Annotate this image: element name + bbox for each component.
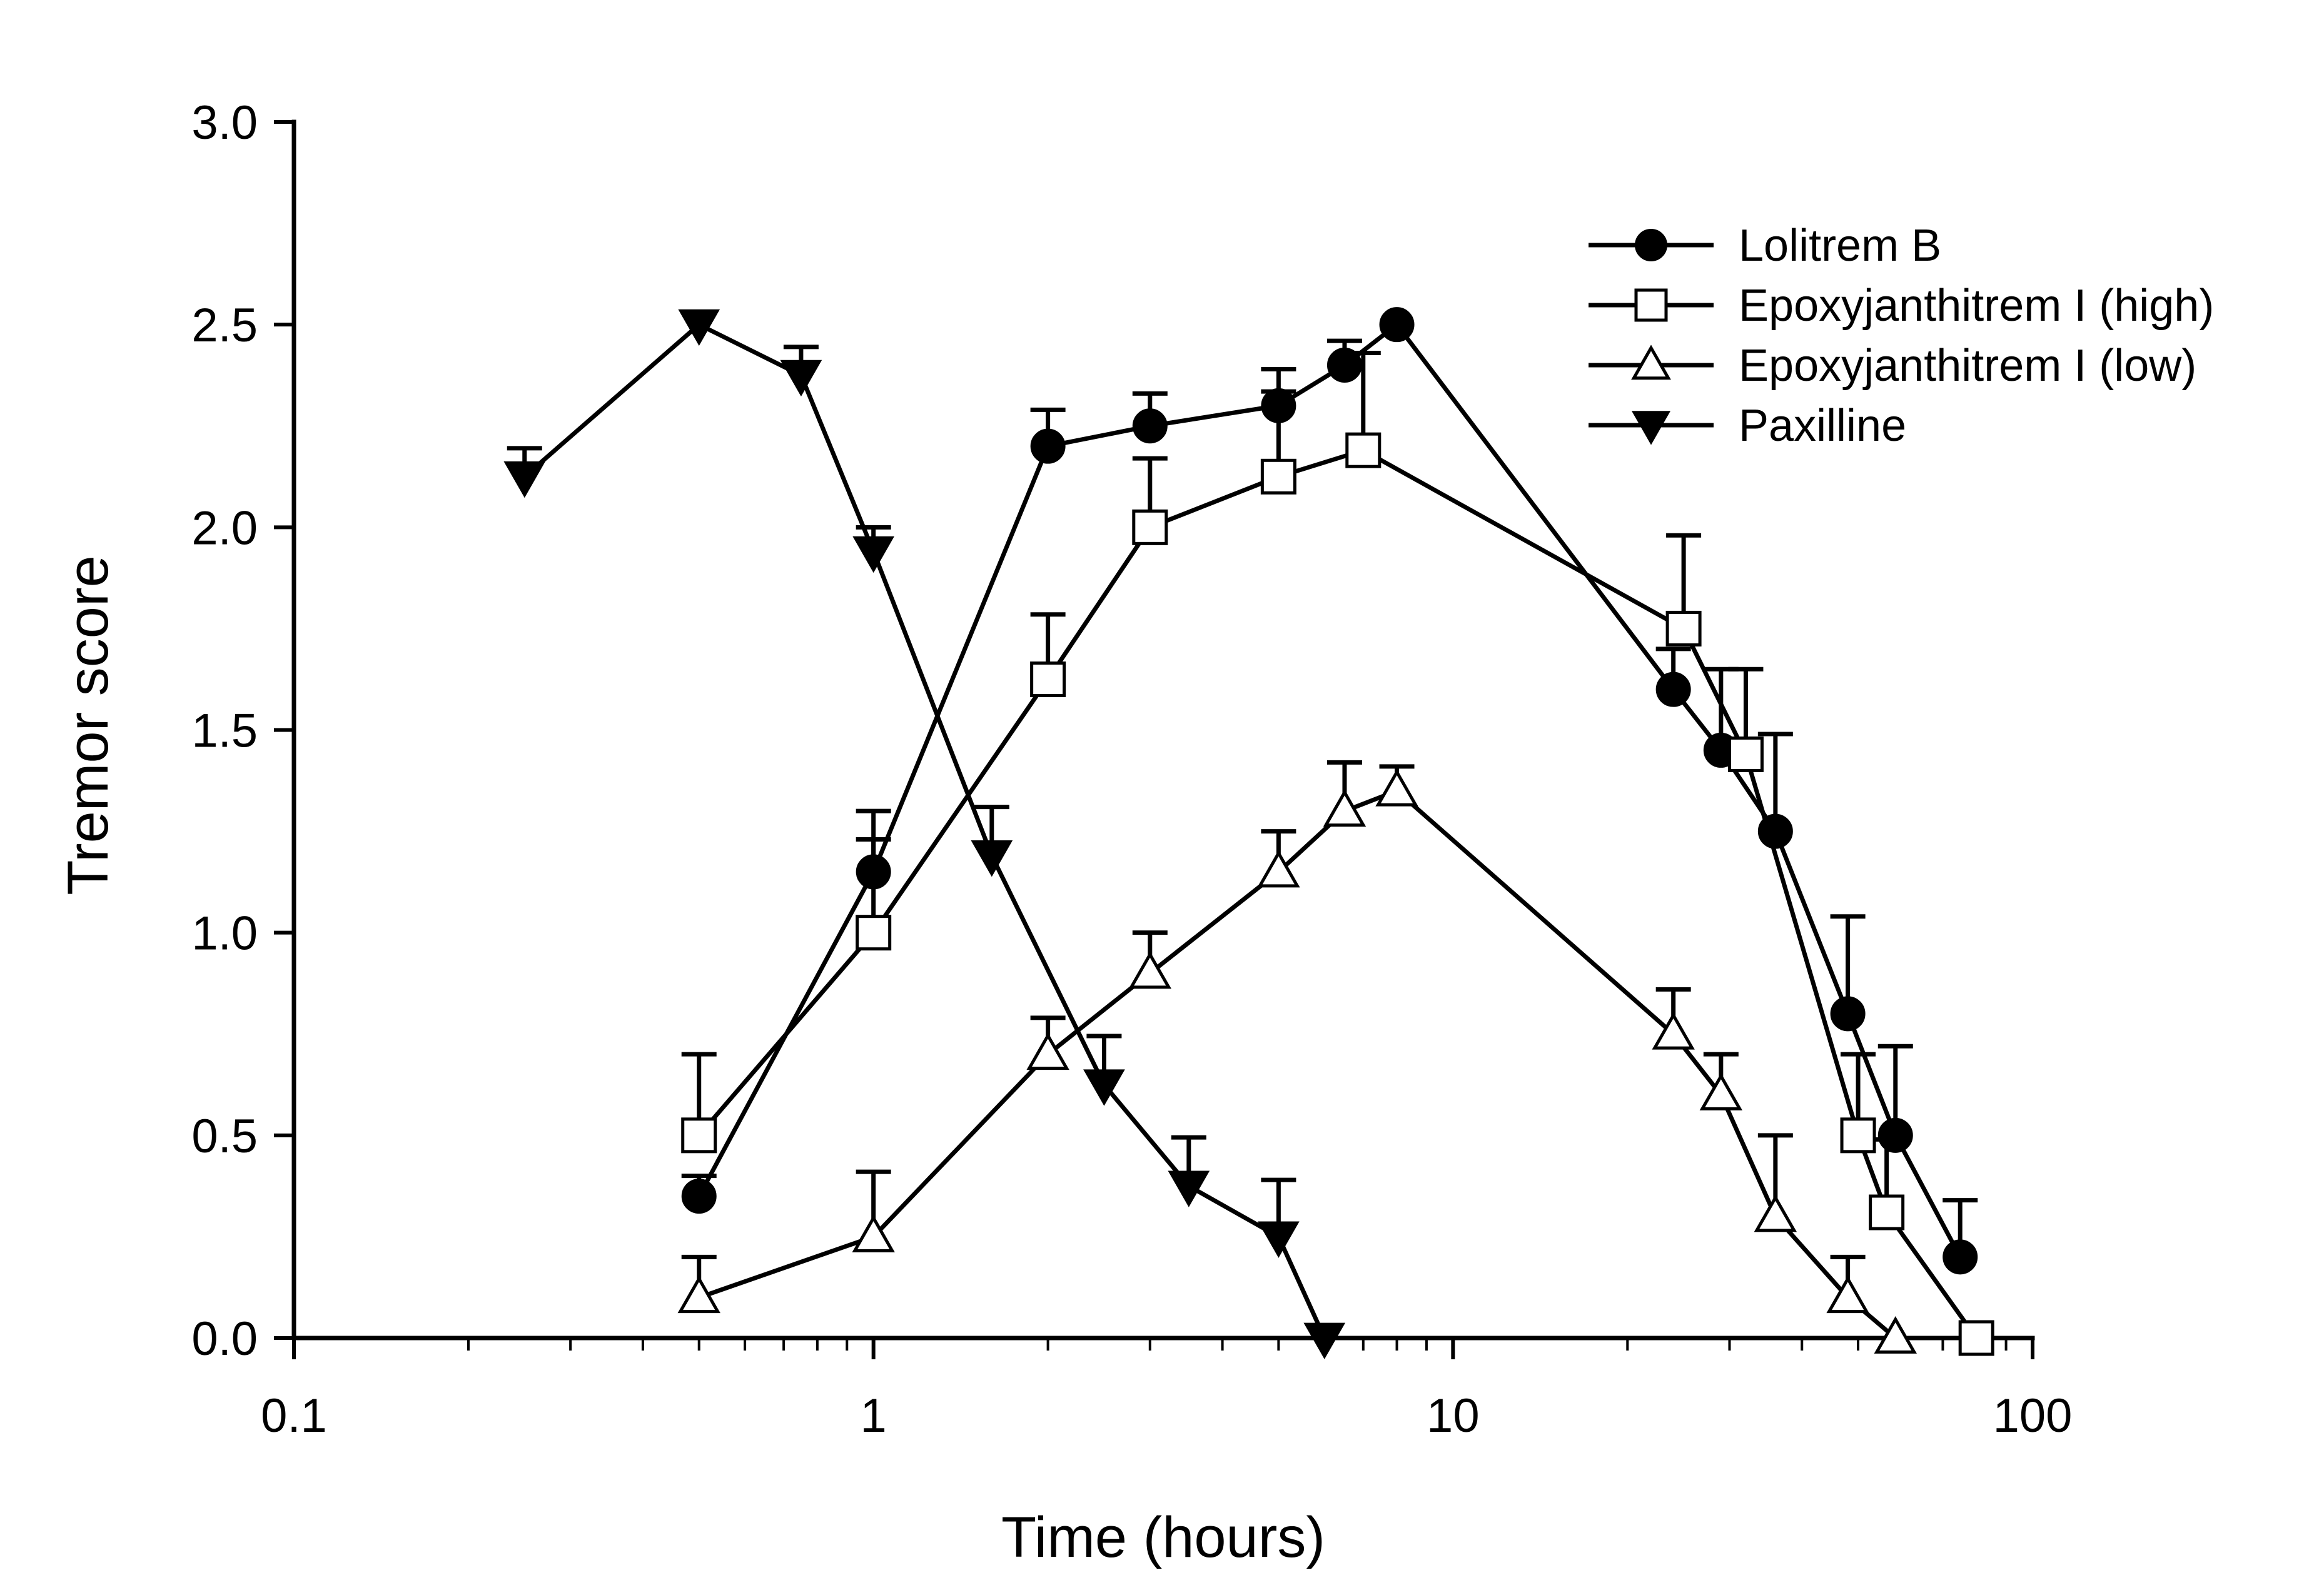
data-point-marker (678, 309, 720, 346)
series-paxilline (503, 309, 1346, 1359)
y-tick-label: 2.0 (191, 501, 258, 555)
legend-item: Epoxyjanthitrem I (high) (1589, 281, 2214, 331)
x-tick-label: 100 (1993, 1389, 2073, 1442)
data-point-marker (1869, 1194, 1905, 1230)
data-point-marker (1958, 1320, 1994, 1356)
data-point-marker (1030, 661, 1066, 697)
x-axis-title: Time (hours) (1001, 1506, 1325, 1569)
series-epoxyjanthitrem-i-high (681, 351, 1994, 1356)
data-point-marker (1323, 789, 1367, 827)
series-lolitrem-b (681, 307, 1978, 1275)
y-tick-label: 0.0 (191, 1312, 258, 1366)
data-point-marker (1132, 509, 1168, 545)
data-point-marker (1727, 736, 1764, 772)
data-point-marker (503, 461, 546, 498)
y-tick-label: 0.5 (191, 1110, 258, 1163)
data-point-marker (1830, 996, 1866, 1032)
data-point-marker (971, 840, 1013, 877)
y-axis-title: Tremor score (56, 555, 120, 895)
data-point-marker (1665, 610, 1702, 647)
legend: Lolitrem B Epoxyjanthitrem I (high) Epoxyj… (1589, 221, 2214, 451)
data-point-marker (1635, 229, 1667, 261)
data-point-marker (1260, 458, 1296, 495)
legend-label: Paxilline (1739, 401, 1906, 451)
data-point-marker (1655, 672, 1691, 707)
data-point-marker (681, 1179, 717, 1214)
data-point-marker (1345, 432, 1382, 468)
legend-item: Epoxyjanthitrem I (low) (1589, 341, 2196, 391)
data-point-marker (1168, 1170, 1210, 1207)
x-tick-label: 10 (1427, 1389, 1480, 1442)
x-tick-label: 1 (861, 1389, 887, 1442)
data-point-marker (1375, 768, 1418, 807)
data-point-marker (1132, 408, 1168, 444)
data-point-marker (1128, 951, 1172, 989)
data-point-marker (1840, 1117, 1876, 1154)
data-point-marker (856, 915, 892, 951)
y-tick-label: 2.5 (191, 299, 258, 352)
data-point-marker (1826, 1276, 1869, 1314)
legend-label: Epoxyjanthitrem I (low) (1739, 341, 2196, 391)
data-point-marker (1943, 1239, 1978, 1275)
y-axis-ticks: 0.0 0.5 1.0 1.5 2.0 2.5 3.0 (191, 96, 294, 1366)
data-point-marker (1631, 411, 1671, 445)
data-point-marker (1379, 307, 1415, 343)
series-epoxyjanthitrem-i-low (677, 760, 1917, 1354)
data-point-marker (852, 536, 895, 573)
data-point-marker (1083, 1069, 1125, 1106)
y-tick-label: 1.0 (191, 907, 258, 960)
data-point-marker (1631, 345, 1671, 380)
data-point-marker (852, 1214, 895, 1252)
legend-item: Lolitrem B (1589, 221, 1941, 271)
legend-label: Lolitrem B (1739, 221, 1941, 271)
legend-label: Epoxyjanthitrem I (high) (1739, 281, 2214, 331)
legend-item: Paxilline (1589, 401, 1906, 451)
series-layer (503, 307, 1994, 1359)
data-point-marker (1030, 428, 1066, 464)
data-point-marker (780, 360, 822, 397)
data-point-marker (1303, 1322, 1346, 1359)
y-tick-label: 1.5 (191, 705, 258, 758)
data-point-marker (677, 1276, 720, 1314)
data-point-marker (1874, 1316, 1917, 1354)
series-line (697, 448, 1979, 1340)
x-axis-ticks: 0.1 1 10 100 (261, 1338, 2072, 1442)
data-point-marker (1326, 348, 1362, 383)
data-point-marker (1652, 1012, 1695, 1050)
data-point-marker (681, 1117, 717, 1154)
data-point-marker (1634, 288, 1668, 322)
data-point-marker (1258, 1221, 1300, 1258)
y-tick-label: 3.0 (191, 96, 258, 149)
data-point-marker (1699, 1073, 1743, 1110)
data-point-marker (1754, 1194, 1797, 1232)
data-point-marker (1026, 1032, 1069, 1070)
axes: 0.0 0.5 1.0 1.5 2.0 2.5 3.0 0.1 1 10 100 (191, 96, 2072, 1442)
data-point-marker (1257, 850, 1300, 888)
series-line (697, 322, 1963, 1258)
x-tick-label: 0.1 (261, 1389, 327, 1442)
data-point-marker (1877, 1117, 1913, 1153)
